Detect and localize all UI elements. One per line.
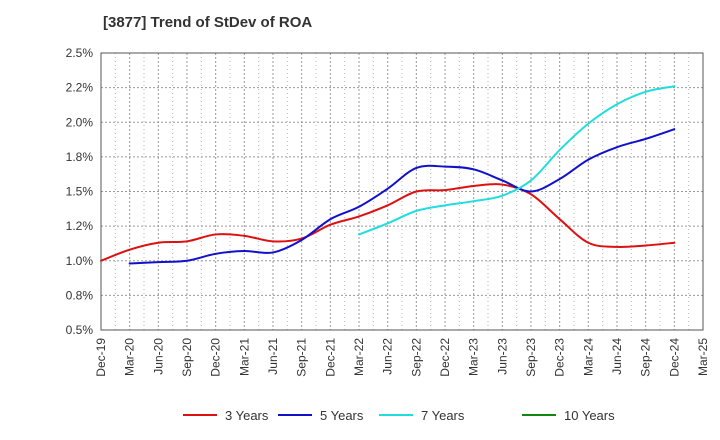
x-tick-label: Mar-24 <box>581 338 595 376</box>
y-tick-label: 1.2% <box>66 219 94 233</box>
x-tick-label: Jun-22 <box>381 338 395 375</box>
y-tick-label: 0.8% <box>66 288 94 302</box>
legend-label-7-years: 7 Years <box>421 408 465 423</box>
x-tick-label: Jun-24 <box>610 338 624 375</box>
legend-label-10-years: 10 Years <box>564 408 615 423</box>
x-tick-label: Mar-25 <box>696 338 710 376</box>
legend: 3 Years 5 Years 7 Years 10 Years <box>183 408 615 423</box>
x-axis: Dec-19 Mar-20 Jun-20 Sep-20 Dec-20 Mar-21 Jun-… <box>94 338 710 377</box>
y-axis: 0.5% 0.8% 1.0% 1.2% 1.5% 1.8% 2.0% 2.2% 2.5% <box>66 46 94 337</box>
series-line-5-years <box>128 128 676 265</box>
y-tick-label: 1.5% <box>66 185 94 199</box>
legend-label-3-years: 3 Years <box>225 408 269 423</box>
x-tick-label: Mar-20 <box>123 338 137 376</box>
x-tick-label: Jun-21 <box>266 338 280 375</box>
legend-label-5-years: 5 Years <box>320 408 364 423</box>
x-tick-label: Sep-20 <box>180 338 194 377</box>
y-tick-label: 2.2% <box>66 81 94 95</box>
x-tick-label: Mar-23 <box>467 338 481 376</box>
chart-title: [3877] Trend of StDev of ROA <box>103 14 312 31</box>
grid <box>101 53 703 330</box>
x-tick-label: Jun-23 <box>495 338 509 375</box>
series-line-3-years <box>100 183 676 262</box>
x-tick-label: Jun-20 <box>151 338 165 375</box>
y-tick-label: 1.0% <box>66 254 94 268</box>
x-tick-label: Dec-19 <box>94 338 108 377</box>
x-tick-label: Dec-22 <box>438 338 452 377</box>
series-line-7-years <box>358 85 676 236</box>
y-tick-label: 0.5% <box>66 323 94 337</box>
x-tick-label: Dec-21 <box>323 338 337 377</box>
x-tick-label: Sep-23 <box>524 338 538 377</box>
plot-border <box>100 52 704 331</box>
x-tick-label: Dec-23 <box>553 338 567 377</box>
x-tick-label: Mar-21 <box>237 338 251 376</box>
x-tick-label: Dec-24 <box>667 338 681 377</box>
x-tick-label: Sep-24 <box>639 338 653 377</box>
series-group <box>100 85 676 265</box>
y-tick-label: 2.5% <box>66 46 94 60</box>
x-tick-label: Sep-21 <box>295 338 309 377</box>
x-tick-label: Sep-22 <box>409 338 423 377</box>
y-tick-label: 2.0% <box>66 115 94 129</box>
y-tick-label: 1.8% <box>66 150 94 164</box>
x-tick-label: Mar-22 <box>352 338 366 376</box>
x-tick-label: Dec-20 <box>209 338 223 377</box>
